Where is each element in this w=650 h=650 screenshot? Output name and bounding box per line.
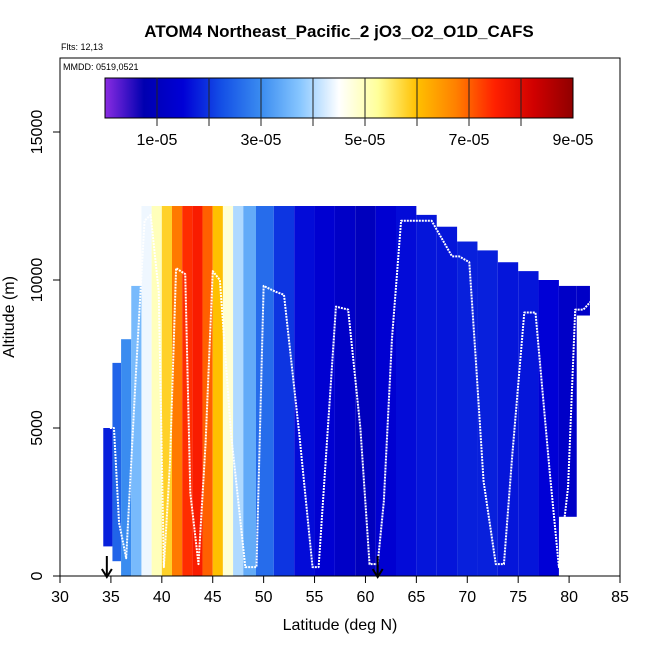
heatmap-cells [103,206,590,576]
heatmap-cell [112,362,122,562]
heatmap-cell [121,339,132,576]
dates-note: MMDD: 0519,0521 [63,62,139,72]
x-tick-label: 35 [102,589,120,606]
arrow-marker [100,556,113,579]
x-tick-label: 85 [611,589,629,606]
heatmap-cell [477,250,498,576]
heatmap-cell [131,285,142,576]
x-tick-label: 45 [204,589,222,606]
heatmap-cell [518,271,539,576]
heatmap-cell [172,206,183,576]
heatmap-cell [558,285,577,517]
flights-note: Flts: 12,13 [61,42,103,52]
x-tick-label: 50 [255,589,273,606]
heatmap-cell [436,226,458,576]
heatmap-cell [151,206,162,576]
arrow-marker [371,556,384,579]
colorbar [104,77,574,126]
colorbar-tick-label: 5e-05 [345,132,386,149]
x-tick-label: 60 [357,589,375,606]
x-tick-label: 40 [153,589,171,606]
heatmap-cell [396,206,417,576]
heatmap-cell [256,206,274,576]
y-tick-label: 15000 [29,110,46,155]
y-tick-label: 0 [29,571,46,580]
y-tick-label: 5000 [29,410,46,446]
colorbar-tick-label: 7e-05 [449,132,490,149]
heatmap-cell [212,206,223,576]
heatmap-cell [161,206,172,576]
y-axis-label: Altitude (m) [1,276,18,358]
heatmap-cell [141,206,152,576]
heatmap-cell [243,206,256,576]
y-tick-label: 10000 [29,258,46,303]
x-tick-label: 70 [458,589,476,606]
heatmap-cell [273,206,295,576]
colorbar-tick-label: 1e-05 [137,132,178,149]
x-tick-label: 80 [560,589,578,606]
colorbar-tick-label: 3e-05 [241,132,282,149]
flight-track-line [109,213,593,569]
flight-track [109,213,593,569]
heatmap-cell [314,206,335,576]
x-axis-label: Latitude (deg N) [283,617,398,634]
x-axis: 30 35 40 45 50 55 60 65 70 75 80 85 [51,575,629,606]
heatmap-cell [192,206,203,576]
chart-title: ATOM4 Northeast_Pacific_2 jO3_O2_O1D_CAF… [144,22,534,41]
heatmap-cell [103,428,113,547]
heatmap-cell [457,241,478,576]
heatmap-cell [294,206,315,576]
heatmap-cell [334,206,356,576]
heatmap-cell [538,280,559,576]
heatmap-cell [497,262,519,576]
heatmap-cell [355,206,376,576]
heatmap-cell [375,206,396,576]
x-tick-label: 30 [51,589,69,606]
heatmap-cell [416,214,437,576]
colorbar-tick-label: 9e-05 [553,132,594,149]
x-tick-label: 75 [509,589,527,606]
location-arrows [100,556,384,579]
x-tick-label: 65 [407,589,425,606]
y-axis: 0 5000 10000 15000 [29,110,61,580]
x-tick-label: 55 [306,589,324,606]
heatmap-cell [233,206,244,576]
heatmap-cell [576,285,590,316]
colorbar-tick-labels: 1e-05 3e-05 5e-05 7e-05 9e-05 [137,132,594,149]
colorbar-gradient [104,77,574,119]
